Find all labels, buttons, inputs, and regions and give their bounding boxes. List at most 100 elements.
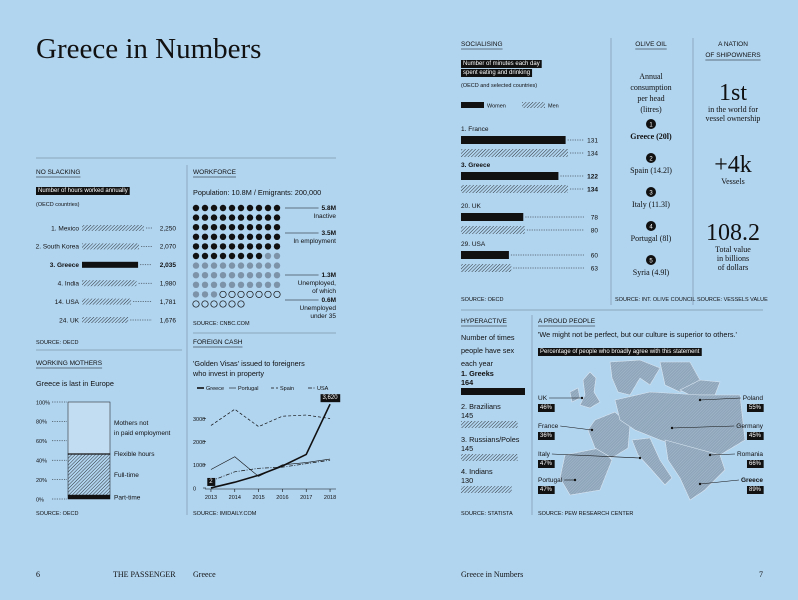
map-marker (573, 478, 577, 482)
section-heading: OLIVE OIL (635, 41, 667, 48)
value-label: 3.5M (322, 230, 336, 237)
label-box: Number of minutes each day (463, 61, 540, 67)
section-rules (36, 38, 763, 515)
series-line (210, 459, 331, 482)
x-tick-label: 2018 (324, 495, 336, 501)
dot (246, 233, 254, 240)
y-tick-label: 100% (36, 400, 50, 406)
source: SOURCE: PEW RESEARCH CENTER (538, 511, 633, 517)
dot (192, 262, 200, 269)
x-tick-label: 2015 (252, 495, 264, 501)
dot (228, 233, 236, 240)
dot (255, 252, 263, 260)
section-heading: SOCIALISING (461, 41, 503, 48)
value-label: 122 (587, 173, 598, 180)
section-heading: OF SHIPOWNERS (705, 52, 761, 59)
dot (273, 252, 281, 260)
dot (264, 281, 272, 288)
subtitle: (litres) (640, 105, 662, 114)
dot (192, 291, 200, 298)
dot (264, 224, 272, 231)
dot (237, 243, 245, 250)
legend-label: USA (317, 386, 329, 392)
dot (192, 243, 200, 250)
item-label: Portugal (8l) (631, 234, 672, 243)
rank-number: 5 (649, 258, 653, 264)
label-box: 45% (749, 433, 762, 439)
value-label: 131 (587, 137, 598, 144)
section-heading: WORKFORCE (193, 169, 237, 176)
value-label: 63 (591, 265, 599, 272)
section-name: Greece (193, 570, 216, 579)
value-label: 78 (591, 214, 599, 221)
dot (192, 252, 200, 260)
dot (228, 243, 236, 250)
group-label: Inactive (314, 213, 337, 220)
dot (255, 243, 263, 250)
dot (264, 233, 272, 240)
dot (219, 252, 227, 260)
legend-swatch (522, 102, 545, 108)
dot (273, 262, 281, 269)
dot (210, 243, 218, 250)
map-marker (698, 398, 702, 402)
source: SOURCE: OECD (36, 511, 79, 517)
source: SOURCE: IMIDAILY.COM (193, 511, 257, 517)
value-label: 130 (461, 476, 473, 485)
dot (273, 290, 281, 298)
segment-label: in paid employment (114, 430, 171, 437)
leader (551, 453, 641, 459)
label-box-bg (207, 477, 216, 486)
dot (237, 204, 245, 212)
dot (237, 290, 245, 298)
dot (237, 214, 245, 221)
dot (192, 204, 200, 212)
dot (219, 243, 227, 250)
source: SOURCE: OECD (36, 340, 79, 346)
label-box-bg (36, 187, 130, 195)
page-title: Greece in Numbers (36, 33, 261, 65)
series-line (210, 456, 331, 477)
subtitle: people have sex (461, 346, 514, 355)
label-box: 47% (540, 461, 553, 467)
y-tick-label: 0% (36, 497, 44, 503)
dot (237, 281, 245, 288)
dot (201, 204, 209, 212)
magazine-name: THE PASSENGER (113, 570, 176, 579)
dot (219, 281, 227, 288)
y-tick-label: 60% (36, 439, 47, 445)
category-label: 1. Mexico (51, 225, 79, 232)
value-label: 1,781 (160, 299, 177, 306)
subtitle: Population: 10.8M / Emigrants: 200,000 (193, 188, 321, 197)
country-label: Greece (741, 477, 763, 484)
section-heading: WORKING MOTHERS (36, 360, 103, 367)
dot (246, 272, 254, 279)
y-tick-label: 2000 (193, 440, 205, 446)
category-label: 3. Russians/Poles (461, 435, 520, 444)
rank-number: 4 (649, 224, 653, 230)
dot (228, 290, 236, 298)
dot (228, 300, 236, 308)
rank-badge (646, 119, 656, 129)
rank-badge (646, 153, 656, 163)
legend-label: Men (548, 104, 559, 110)
dot (246, 214, 254, 221)
fact-text: vessel ownership (706, 114, 761, 123)
dot (210, 224, 218, 231)
y-tick-label: 1000 (193, 463, 205, 469)
label-box: Number of hours worked annually (38, 188, 128, 194)
dot (228, 262, 236, 269)
country-label: Germany (736, 423, 763, 430)
country-label: Italy (538, 451, 551, 458)
dot (273, 281, 281, 288)
dot (192, 272, 200, 279)
category-label: 14. USA (55, 299, 80, 306)
category-label: 2. South Korea (36, 244, 80, 251)
bar-segment (67, 454, 111, 496)
dot (201, 233, 209, 240)
label-box: 66% (749, 461, 762, 467)
dot (237, 233, 245, 240)
value-label: 60 (591, 252, 599, 259)
bar (82, 225, 144, 231)
